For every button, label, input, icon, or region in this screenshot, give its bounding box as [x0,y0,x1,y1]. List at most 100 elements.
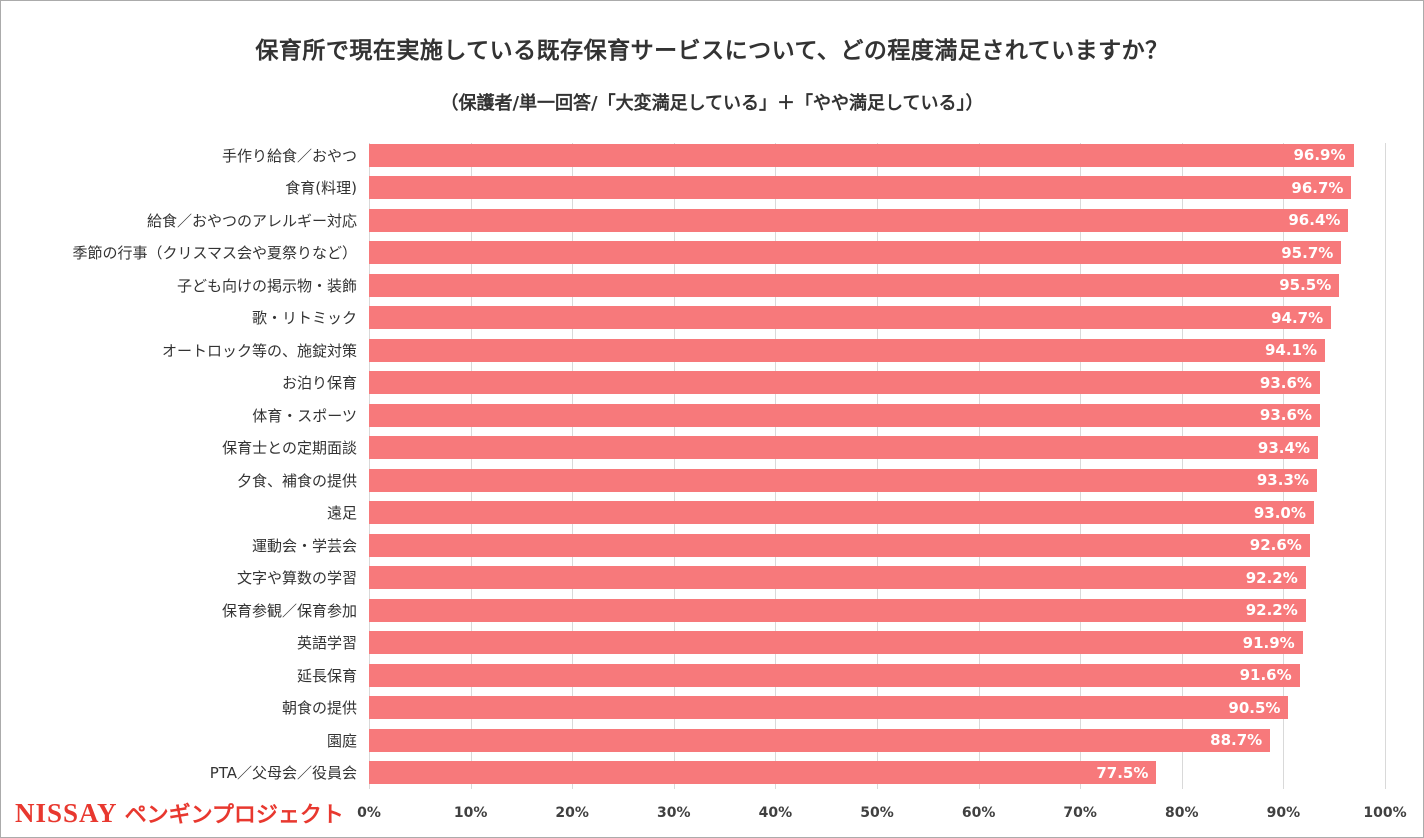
bar-value-label: 91.6% [1239,666,1292,685]
bar-row: オートロック等の、施錠対策 94.1% [1,334,1423,367]
gridline [1181,143,1183,789]
bar-track: 94.7% [369,306,1385,330]
bar-value-label: 96.4% [1288,211,1341,230]
bar-track: 96.7% [369,176,1385,200]
bar: 94.7% [369,306,1332,330]
bar-row: 文字や算数の学習 92.2% [1,562,1423,595]
x-axis-tick-label: 80% [1165,805,1199,821]
bar-row: 保育参観／保育参加 92.2% [1,594,1423,627]
category-label: 延長保育 [296,666,357,685]
bar-track: 95.5% [369,273,1385,297]
x-axis-tick-label: 40% [758,805,793,821]
bar: 92.6% [369,533,1310,557]
bar-value-label: 92.2% [1245,568,1298,587]
category-label: 季節の行事（クリスマス会や夏祭りなど） [72,244,357,263]
bar-value-label: 91.9% [1242,633,1295,652]
category-label: 文字や算数の学習 [236,569,357,588]
bar-track: 96.9% [369,143,1385,167]
bar-value-label: 96.9% [1293,146,1346,165]
bar-track: 92.6% [369,533,1385,557]
bar-row: 体育・スポーツ 93.6% [1,399,1423,432]
bar: 95.7% [369,241,1342,265]
gridlines [369,143,1386,789]
bar-value-label: 95.7% [1281,243,1334,262]
category-label: 保育参観／保育参加 [221,601,357,620]
x-axis-tick-label: 100% [1363,805,1407,821]
bar-track: 93.3% [369,468,1385,492]
nissay-logo: NISSAY ペンギンプロジェクト [15,797,344,829]
x-axis-tick-label: 20% [555,805,589,821]
bar-track: 91.9% [369,631,1385,655]
category-label: 遠足 [326,504,357,523]
category-label: 夕食、補食の提供 [236,471,357,490]
bar-track: 94.1% [369,338,1385,362]
bar-value-label: 88.7% [1210,731,1263,750]
bar-track: 91.6% [369,663,1385,687]
bar: 91.6% [369,663,1300,687]
category-label: 保育士との定期面談 [222,439,357,458]
penguin-project-wordmark: ペンギンプロジェクト [124,803,344,828]
bar-value-label: 92.6% [1249,536,1302,555]
bar-value-label: 95.5% [1279,276,1332,295]
bar: 95.5% [369,273,1340,297]
category-label: 子ども向けの掲示物・装飾 [176,276,357,295]
bar: 88.7% [369,728,1271,752]
gridline [572,143,574,789]
bar-track: 93.0% [369,501,1385,525]
bar-value-label: 90.5% [1228,698,1281,717]
bar-track: 96.4% [369,208,1385,232]
category-label: 運動会・学芸会 [251,536,357,555]
bar-row: 季節の行事（クリスマス会や夏祭りなど） 95.7% [1,237,1423,270]
chart-title: 保育所で現在実施している既存保育サービスについて、どの程度満足されていますか？ [255,38,1169,64]
bar-row: お泊り保育 93.6% [1,367,1423,400]
bar-value-label: 93.3% [1256,471,1309,490]
bar: 93.4% [369,436,1318,460]
bar-track: 93.6% [369,371,1385,395]
bar-value-label: 93.0% [1253,503,1306,522]
bar: 93.0% [369,501,1314,525]
bar-track: 95.7% [369,241,1385,265]
gridline [978,143,980,789]
nissay-wordmark: NISSAY [15,798,118,828]
x-axis-tick-label: 30% [657,805,691,821]
bar: 93.3% [369,468,1317,492]
bar: 96.7% [369,176,1352,200]
bar-track: 92.2% [369,598,1385,622]
gridline [1385,143,1386,789]
gridline [775,143,777,789]
bar: 94.1% [369,338,1326,362]
bar-row: 夕食、補食の提供 93.3% [1,464,1423,497]
category-label: 給食／おやつのアレルギー対応 [146,211,357,230]
x-axis: 0% 10% 20% 30% 40% 50% 60% 70% 80% 90% 100% [357,805,1407,823]
bar: 93.6% [369,403,1320,427]
category-label: 体育・スポーツ [252,406,357,425]
bar-value-label: 96.7% [1291,178,1344,197]
bar-value-label: 93.6% [1259,373,1312,392]
bar: 92.2% [369,566,1306,590]
gridline [1080,143,1082,789]
bar-value-label: 93.6% [1259,406,1312,425]
gridline [877,143,878,789]
category-label: 朝食の提供 [281,699,357,718]
plot-area: 手作り給食／おやつ 96.9% 食育(料理) 96.7% 給食／おやつのアレルギー対応 9… [1,139,1423,789]
bar: 91.9% [369,631,1303,655]
bar-row: 子ども向けの掲示物・装飾 95.5% [1,269,1423,302]
bar-track: 88.7% [369,728,1385,752]
bar-row: 英語学習 91.9% [1,627,1423,660]
bar-track: 93.6% [369,403,1385,427]
bar-track: 77.5% [369,761,1385,785]
bar-value-label: 94.7% [1271,308,1324,327]
bar-row: 運動会・学芸会 92.6% [1,529,1423,562]
gridline [470,143,472,789]
bar: 96.4% [369,208,1349,232]
bar-row: PTA／父母会／役員会 77.5% [1,757,1423,790]
gridline [369,143,370,789]
category-label: 園庭 [326,731,357,750]
bar-value-label: 77.5% [1096,763,1149,782]
bar-row: 延長保育 91.6% [1,659,1423,692]
bar-value-label: 93.4% [1257,438,1310,457]
bar-rows: 手作り給食／おやつ 96.9% 食育(料理) 96.7% 給食／おやつのアレルギー対応 9… [1,139,1423,789]
x-axis-tick-label: 60% [961,805,996,821]
bar-row: 手作り給食／おやつ 96.9% [1,139,1423,172]
